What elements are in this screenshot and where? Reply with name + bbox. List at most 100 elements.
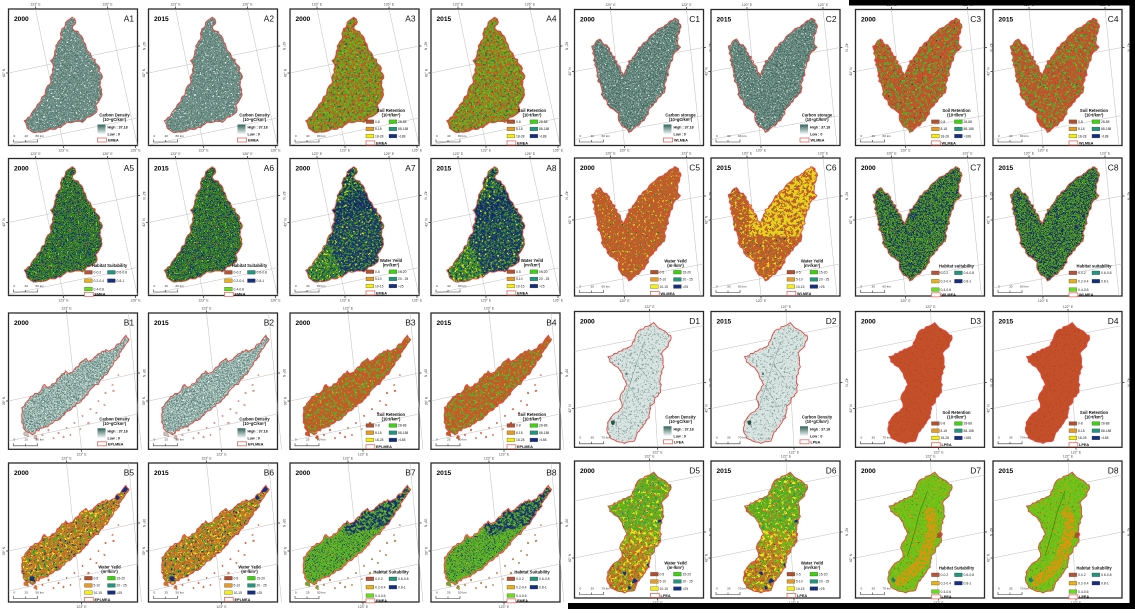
svg-text:42° N: 42° N (845, 378, 849, 387)
svg-text:2015: 2015 (717, 468, 732, 475)
svg-text:0.4-0.6: 0.4-0.6 (94, 287, 105, 291)
svg-text:0: 0 (580, 436, 582, 440)
svg-text:2000: 2000 (861, 165, 876, 172)
svg-text:60 km: 60 km (883, 284, 892, 288)
svg-text:80 km: 80 km (458, 284, 467, 288)
svg-text:123° E: 123° E (681, 152, 692, 156)
svg-text:D4: D4 (1108, 316, 1119, 326)
svg-text:A6: A6 (264, 163, 275, 173)
svg-text:Low : 0: Low : 0 (810, 434, 822, 438)
svg-text:EMEA: EMEA (517, 291, 528, 295)
svg-text:0.6-0.8: 0.6-0.8 (117, 271, 128, 275)
svg-text:8-18: 8-18 (941, 429, 948, 433)
svg-text:0.8-1: 0.8-1 (964, 581, 972, 585)
svg-text:123° E: 123° E (481, 149, 492, 153)
svg-text:C2: C2 (826, 14, 837, 24)
svg-text:10-15: 10-15 (796, 587, 805, 591)
svg-text:5-10: 5-10 (796, 278, 803, 282)
svg-text:A1: A1 (124, 14, 135, 24)
svg-text:>188: >188 (398, 134, 406, 138)
svg-text:C8: C8 (1108, 163, 1119, 173)
svg-text:0: 0 (14, 134, 16, 138)
svg-text:10-15: 10-15 (375, 284, 384, 288)
svg-text:0.2-0.4: 0.2-0.4 (941, 581, 952, 585)
svg-text:30: 30 (591, 134, 595, 138)
svg-text:>25: >25 (398, 284, 404, 288)
svg-text:0: 0 (716, 586, 718, 590)
svg-text:123° E: 123° E (343, 307, 354, 311)
svg-text:0: 0 (154, 134, 156, 138)
svg-text:20 - 25: 20 - 25 (683, 278, 693, 282)
svg-text:18-28: 18-28 (375, 134, 384, 138)
svg-text:35: 35 (727, 586, 731, 590)
svg-text:25: 25 (25, 438, 29, 442)
svg-text:(10⁴gC/km²): (10⁴gC/km²) (243, 117, 267, 122)
svg-text:42° N: 42° N (568, 67, 572, 76)
svg-text:WLMEA: WLMEA (942, 141, 957, 145)
svg-text:LPEA: LPEA (674, 440, 684, 444)
svg-text:50 km: 50 km (458, 438, 467, 442)
svg-text:B6: B6 (264, 468, 275, 478)
svg-text:0: 0 (998, 284, 1000, 288)
svg-text:2015: 2015 (437, 320, 452, 327)
svg-text:2015: 2015 (154, 470, 169, 477)
svg-text:123° E: 123° E (312, 152, 323, 156)
svg-text:0-0.2: 0-0.2 (941, 271, 949, 275)
svg-text:>188: >188 (1101, 436, 1109, 440)
svg-text:42° N: 42° N (705, 215, 709, 224)
svg-text:28-88: 28-88 (398, 424, 407, 428)
svg-text:Habitat Suitability: Habitat Suitability (92, 263, 128, 268)
svg-text:0-8: 0-8 (941, 422, 946, 426)
svg-text:0.2-0.4: 0.2-0.4 (941, 279, 952, 283)
svg-text:126° E: 126° E (553, 299, 564, 303)
svg-text:B7: B7 (405, 468, 416, 478)
svg-text:50 km: 50 km (36, 590, 45, 594)
svg-text:2000: 2000 (296, 320, 311, 327)
svg-text:42° N: 42° N (987, 553, 991, 562)
svg-text:0-5: 0-5 (796, 270, 801, 274)
svg-text:39° N: 39° N (284, 396, 288, 405)
svg-text:0-8: 0-8 (516, 424, 521, 428)
svg-text:20 - 25: 20 - 25 (398, 277, 408, 281)
svg-text:42° N: 42° N (425, 68, 429, 77)
svg-text:8-18: 8-18 (1078, 127, 1085, 131)
svg-text:122° E: 122° E (1063, 305, 1074, 309)
svg-text:2000: 2000 (296, 470, 311, 477)
svg-text:120° E: 120° E (619, 299, 630, 303)
svg-text:39° N: 39° N (282, 369, 286, 378)
svg-text:(10³t/km²): (10³t/km²) (947, 415, 966, 420)
svg-text:28-88: 28-88 (1101, 422, 1110, 426)
svg-text:42° N: 42° N (424, 42, 428, 51)
svg-text:(10⁴gC/km²): (10⁴gC/km²) (805, 117, 829, 122)
svg-text:35: 35 (591, 436, 595, 440)
svg-text:(10³t/km²): (10³t/km²) (382, 417, 401, 422)
svg-text:>188: >188 (964, 436, 972, 440)
svg-text:30: 30 (872, 284, 876, 288)
svg-text:20 - 25: 20 - 25 (683, 580, 693, 584)
svg-text:0.2-0.4: 0.2-0.4 (234, 279, 245, 283)
svg-text:123° E: 123° E (1100, 152, 1111, 156)
svg-text:(10⁴gC/km²): (10⁴gC/km²) (243, 421, 267, 426)
svg-text:123° E: 123° E (484, 457, 495, 461)
svg-text:EMEA: EMEA (376, 141, 387, 145)
svg-text:High : 37.18: High : 37.18 (108, 429, 128, 433)
svg-text:40: 40 (165, 134, 169, 138)
svg-text:40: 40 (447, 284, 451, 288)
svg-text:42° N: 42° N (282, 42, 286, 51)
svg-text:0-8: 0-8 (516, 120, 521, 124)
svg-text:15-20: 15-20 (683, 572, 692, 576)
svg-text:(m³/km²): (m³/km²) (524, 263, 541, 268)
svg-text:0-0.2: 0-0.2 (94, 271, 102, 275)
svg-text:70 km: 70 km (602, 436, 611, 440)
svg-text:2000: 2000 (861, 16, 876, 23)
svg-text:122° E: 122° E (781, 455, 792, 459)
svg-text:8-18: 8-18 (375, 127, 382, 131)
svg-text:0-8: 0-8 (1078, 422, 1083, 426)
svg-text:0-8: 0-8 (941, 120, 946, 124)
svg-text:LPEA: LPEA (942, 595, 952, 599)
svg-text:88-188: 88-188 (398, 127, 408, 131)
svg-text:42° N: 42° N (282, 191, 286, 200)
svg-text:40: 40 (25, 284, 29, 288)
svg-text:122° E: 122° E (644, 455, 655, 459)
svg-text:0.8-1: 0.8-1 (964, 279, 972, 283)
